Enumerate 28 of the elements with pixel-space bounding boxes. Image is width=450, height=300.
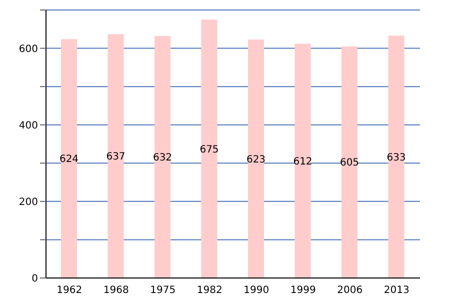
x-tick-label: 1990 [244, 285, 270, 296]
data-label: 633 [386, 152, 406, 164]
y-tick-label: 400 [18, 120, 38, 132]
data-label: 605 [340, 158, 360, 169]
data-label: 624 [59, 154, 79, 166]
bar [294, 44, 311, 278]
x-tick-label: 2006 [337, 285, 363, 296]
x-tick-label: 1962 [56, 285, 82, 296]
data-label: 632 [152, 152, 172, 164]
bar [201, 20, 218, 278]
data-label: 637 [106, 152, 126, 163]
y-tick-label: 600 [18, 44, 38, 55]
data-label: 675 [200, 144, 219, 156]
data-label: 612 [293, 156, 312, 168]
bar [108, 34, 124, 278]
y-tick-label: 0 [32, 274, 38, 285]
x-tick-label: 2013 [384, 285, 410, 296]
x-tick-label: 1999 [290, 285, 316, 296]
x-tick-label: 1982 [196, 285, 222, 296]
data-label: 623 [246, 154, 266, 166]
bar [61, 39, 77, 278]
bar [154, 36, 170, 278]
bar [248, 39, 264, 278]
x-tick-label: 1968 [103, 285, 129, 296]
x-tick-label: 1975 [150, 285, 176, 296]
bar [342, 46, 358, 278]
y-tick-label: 200 [18, 196, 38, 208]
bar [388, 36, 404, 278]
